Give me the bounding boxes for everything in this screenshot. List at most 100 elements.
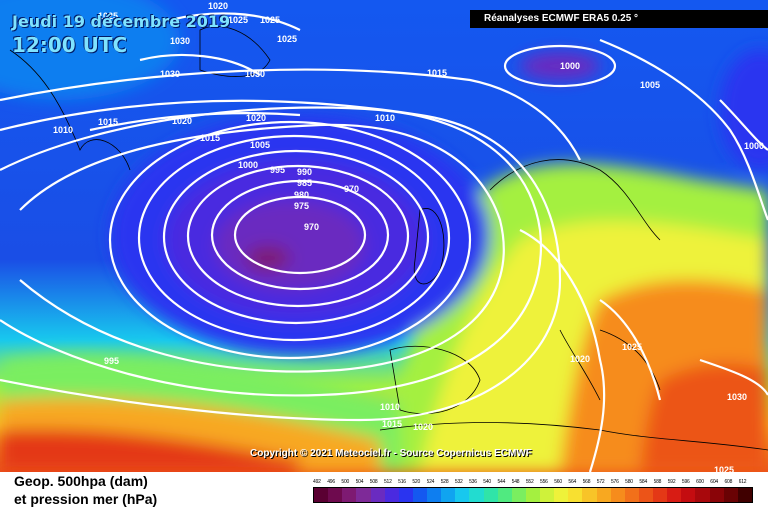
pressure-label: 975 xyxy=(294,201,309,211)
coast-greenland xyxy=(9,49,131,171)
scale-tick-label: 572 xyxy=(596,479,605,485)
scale-swatch xyxy=(695,488,710,502)
legend-title: Geop. 500hpa (dam) et pression mer (hPa) xyxy=(14,472,157,508)
scale-swatch xyxy=(610,488,625,502)
scale-tick-label: 592 xyxy=(667,479,676,485)
pressure-label: 1030 xyxy=(245,69,265,79)
pressure-label: 995 xyxy=(104,356,119,366)
isobar-975 xyxy=(210,179,390,291)
scale-swatch xyxy=(427,488,442,502)
pressure-label: 1030 xyxy=(160,69,180,79)
pressure-label: 1020 xyxy=(413,422,433,432)
scale-swatch xyxy=(469,488,484,502)
scale-swatch xyxy=(525,488,540,502)
field-north-low xyxy=(520,52,600,80)
isobar-1030-north xyxy=(139,53,261,76)
scale-tick-label: 604 xyxy=(710,479,718,485)
isobar-1025-east xyxy=(599,299,662,401)
field-trough-core xyxy=(246,246,290,270)
pressure-label: 980 xyxy=(294,190,309,200)
pressure-label: 1020 xyxy=(246,113,266,123)
scale-tick-label: 580 xyxy=(625,479,633,485)
scale-swatch xyxy=(455,488,470,502)
isobar-1005 xyxy=(0,106,543,397)
pressure-label: 1025 xyxy=(714,465,734,472)
pressure-label: 1000 xyxy=(744,141,764,151)
isobar-1025-north xyxy=(169,12,301,31)
pressure-label: 970 xyxy=(344,184,359,194)
isobar-1015 xyxy=(0,68,581,161)
scale-tick-label: 520 xyxy=(412,479,421,485)
geopotential-field xyxy=(0,0,768,472)
pressure-label: 1020 xyxy=(570,354,590,364)
copyright-text: Copyright © 2021 Meteociel.fr - Source C… xyxy=(250,448,532,459)
scale-tick-label: 548 xyxy=(511,479,520,485)
pressure-label: 1025 xyxy=(98,11,118,21)
scale-tick-label: 504 xyxy=(355,479,364,485)
isobar-1000 xyxy=(19,123,505,373)
pressure-label: 1010 xyxy=(375,113,395,123)
scale-swatch xyxy=(370,488,385,502)
scale-tick-label: 496 xyxy=(327,479,335,485)
scale-swatch xyxy=(384,488,399,502)
scale-swatch xyxy=(398,488,413,502)
pressure-label: 985 xyxy=(297,178,312,188)
scale-tick-label: 532 xyxy=(454,479,463,485)
pressure-label: 1020 xyxy=(208,1,228,11)
scale-tick-label: 528 xyxy=(440,479,449,485)
pressure-label: 1025 xyxy=(622,342,642,352)
scale-swatch xyxy=(667,488,682,502)
isobar-990 xyxy=(137,134,451,342)
pressure-label: 1015 xyxy=(200,133,220,143)
field-northwest xyxy=(0,0,180,100)
pressure-label: 1005 xyxy=(250,140,270,150)
scale-tick-label: 508 xyxy=(369,479,378,485)
scale-tick-label: 608 xyxy=(724,479,733,485)
pressure-label: 1025 xyxy=(277,34,297,44)
field-red-east xyxy=(640,363,768,472)
forecast-date: Jeudi 19 décembre 2019 xyxy=(12,12,231,31)
scale-swatch xyxy=(497,488,512,502)
scale-swatch xyxy=(568,488,583,502)
pressure-label: 1000 xyxy=(560,61,580,71)
scale-swatch xyxy=(328,488,343,502)
scale-swatch xyxy=(596,488,611,502)
scale-tick-label: 512 xyxy=(383,479,392,485)
scale-bar xyxy=(313,487,753,503)
isobar-1005-ne xyxy=(599,38,768,221)
coast-balkans xyxy=(599,329,661,391)
scale-swatch xyxy=(653,488,668,502)
isobar-1020-east xyxy=(519,229,606,472)
scale-swatch xyxy=(412,488,427,502)
pressure-label: 1010 xyxy=(53,125,73,135)
isobar-1000-north xyxy=(503,44,617,88)
scale-swatch xyxy=(356,488,371,502)
scale-swatch xyxy=(681,488,696,502)
pressure-label: 1030 xyxy=(170,36,190,46)
scale-swatch xyxy=(314,488,329,502)
scale-tick-label: 556 xyxy=(540,479,548,485)
scale-swatch xyxy=(511,488,526,502)
scale-tick-label: 500 xyxy=(341,479,350,485)
scale-swatch xyxy=(540,488,555,502)
coast-italy xyxy=(559,329,601,401)
color-scale: 492 496 500 504 508 512 516 520 524 528 532 536 540 5… xyxy=(313,479,753,503)
scale-swatch xyxy=(624,488,639,502)
pressure-label: 1025 xyxy=(260,15,280,25)
pressure-labels: 1025 1020 1025 1025 1030 1030 1030 1025 … xyxy=(53,1,764,472)
isobar-1000-ne xyxy=(719,99,768,151)
isobar-1030-east xyxy=(699,358,768,396)
legend-line-1: Geop. 500hpa (dam) xyxy=(14,473,148,489)
scale-swatch xyxy=(638,488,653,502)
scale-tick-label: 568 xyxy=(582,479,591,485)
scale-tick-label: 536 xyxy=(469,479,477,485)
scale-swatch xyxy=(554,488,569,502)
pressure-label: 995 xyxy=(270,165,285,175)
pressure-label: 1000 xyxy=(238,160,258,170)
scale-tick-label: 524 xyxy=(426,479,435,485)
pressure-label: 1020 xyxy=(172,116,192,126)
scale-tick-label: 576 xyxy=(610,479,619,485)
pressure-label: 1010 xyxy=(380,402,400,412)
scale-tick-label: 516 xyxy=(398,479,406,485)
